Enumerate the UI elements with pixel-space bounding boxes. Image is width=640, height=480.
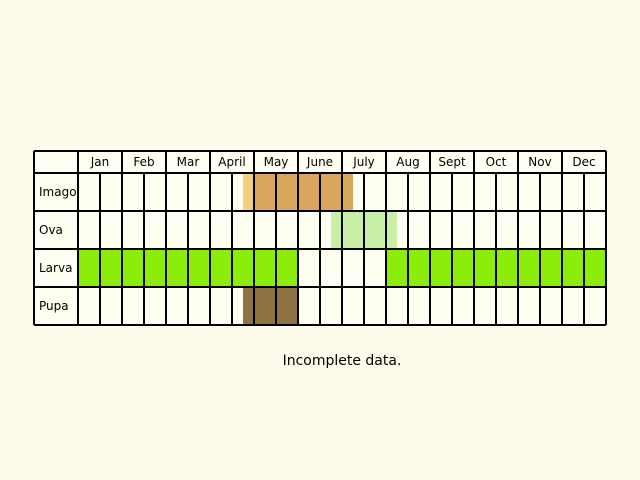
month-label-aug: Aug — [396, 155, 419, 169]
period-pupa-0 — [243, 287, 298, 325]
month-label-jan: Jan — [90, 155, 110, 169]
stage-label-imago: Imago — [39, 185, 77, 199]
month-label-dec: Dec — [572, 155, 595, 169]
period-imago-1 — [254, 173, 353, 211]
period-imago-0 — [243, 173, 254, 211]
month-label-nov: Nov — [528, 155, 551, 169]
month-label-may: May — [264, 155, 289, 169]
stage-label-pupa: Pupa — [39, 299, 69, 313]
month-label-feb: Feb — [133, 155, 154, 169]
month-label-oct: Oct — [486, 155, 507, 169]
stage-label-larva: Larva — [39, 261, 72, 275]
month-label-july: July — [352, 155, 375, 169]
month-label-sept: Sept — [438, 155, 466, 169]
month-label-june: June — [306, 155, 333, 169]
chart-note: Incomplete data. — [282, 353, 402, 369]
stage-label-ova: Ova — [39, 223, 63, 237]
month-label-mar: Mar — [177, 155, 200, 169]
month-label-april: April — [218, 155, 245, 169]
